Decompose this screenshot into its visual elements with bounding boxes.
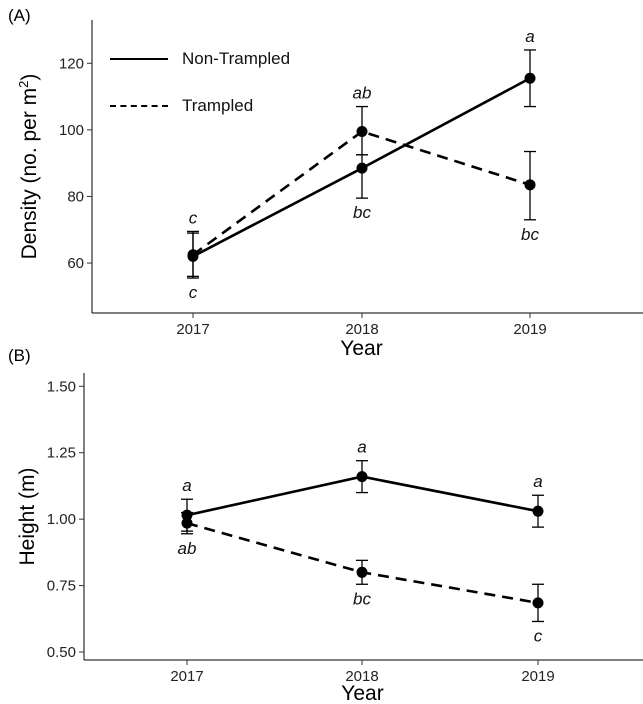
significance-letter-non-trampled: a [533, 472, 542, 491]
significance-letter-non-trampled: bc [353, 203, 371, 222]
panel-a-chart: 60 80 100 120 2017 2018 2019 Year Density (no. p… [16, 20, 643, 360]
significance-letter-trampled: c [189, 208, 198, 227]
y-axis-title-text: Height (m) [16, 467, 39, 565]
legend-label-trampled: Trampled [182, 96, 254, 115]
significance-letter-non-trampled: a [357, 438, 366, 457]
y-axis-title-close: ) [18, 74, 41, 81]
legend-label-non-trampled: Non-Trampled [182, 49, 291, 68]
legend-item-trampled: Trampled [110, 95, 253, 117]
panel-a-label: (A) [8, 6, 31, 25]
series-line-trampled [192, 130, 531, 256]
significance-letter-non-trampled: a [525, 27, 534, 46]
significance-letter-trampled: ab [353, 84, 372, 103]
x-tick-label: 2018 [345, 321, 378, 338]
significance-letter-trampled: ab [178, 539, 197, 558]
y-tick-label: 0.50 [47, 644, 76, 661]
x-tick-label: 2017 [170, 668, 203, 685]
data-point-non-trampled [356, 162, 368, 174]
y-axis-title-text: Density (no. per m [18, 88, 41, 260]
x-tick-label: 2019 [521, 668, 554, 685]
y-tick-label: 1.00 [47, 511, 76, 528]
y-tick-label: 80 [67, 188, 84, 205]
panel-b-chart: 0.50 0.75 1.00 1.25 1.50 2017 2018 2019 Year Heig… [16, 373, 643, 704]
data-point-non-trampled [532, 505, 544, 517]
legend-solid-line-key [110, 58, 168, 60]
legend: Non-Trampled Trampled [110, 28, 350, 128]
data-point-trampled [187, 249, 199, 261]
data-point-trampled [532, 597, 544, 609]
y-tick-label: 100 [59, 122, 84, 139]
panel-b-label: (B) [8, 346, 31, 365]
data-point-trampled [356, 126, 368, 138]
x-tick-label: 2018 [345, 668, 378, 685]
y-axis-title: Height (m) [16, 467, 39, 565]
x-axis-title: Year [340, 337, 382, 360]
y-tick-label: 120 [59, 55, 84, 72]
legend-dashed-line-key [110, 105, 168, 107]
significance-letter-trampled: c [534, 626, 543, 645]
x-axis-title: Year [341, 682, 383, 704]
data-point-trampled [524, 179, 536, 191]
data-point-trampled [356, 566, 368, 578]
data-point-trampled [181, 517, 193, 529]
x-tick-label: 2019 [513, 321, 546, 338]
x-tick-label: 2017 [176, 321, 209, 338]
y-tick-label: 60 [67, 255, 84, 272]
significance-letter-trampled: bc [521, 225, 539, 244]
y-axis-title: Density (no. per m2) [16, 74, 41, 260]
significance-letter-non-trampled: a [182, 476, 191, 495]
legend-item-non-trampled: Non-Trampled [110, 48, 290, 70]
y-tick-label: 0.75 [47, 578, 76, 595]
y-tick-label: 1.50 [47, 378, 76, 395]
y-tick-label: 1.25 [47, 445, 76, 462]
data-point-non-trampled [524, 72, 536, 84]
y-axis-title-superscript: 2 [16, 81, 31, 88]
data-point-non-trampled [356, 471, 368, 483]
significance-letter-non-trampled: c [189, 283, 198, 302]
significance-letter-trampled: bc [353, 589, 371, 608]
